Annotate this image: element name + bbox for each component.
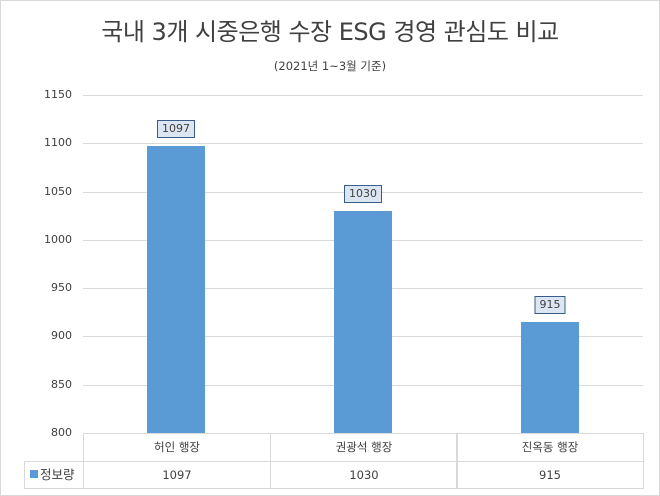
legend-label: 정보량: [40, 467, 75, 482]
y-axis-tick-label: 1000: [44, 233, 72, 246]
data-label: 915: [534, 296, 566, 314]
legend-entry: 정보량: [24, 461, 84, 489]
gridline: [83, 95, 643, 96]
category-label: 허인 행장: [83, 433, 271, 462]
bar: [334, 211, 392, 433]
legend-swatch-icon: [30, 470, 38, 478]
data-label: 1030: [344, 185, 382, 203]
y-axis-tick-label: 850: [51, 378, 72, 391]
data-table-value: 1097: [83, 461, 271, 489]
y-axis-tick-label: 950: [51, 281, 72, 294]
y-axis-tick-label: 1150: [44, 88, 72, 101]
y-axis-tick-label: 1050: [44, 185, 72, 198]
category-label: 권광석 행장: [270, 433, 458, 462]
bar: [521, 322, 579, 433]
data-table-value: 1030: [270, 461, 458, 489]
chart-title: 국내 3개 시중은행 수장 ESG 경영 관심도 비교: [101, 18, 559, 46]
category-label: 진옥동 행장: [456, 433, 644, 462]
y-axis-tick-label: 1100: [44, 136, 72, 149]
data-table-value: 915: [456, 461, 644, 489]
gridline: [83, 143, 643, 144]
y-axis-tick-label: 900: [51, 329, 72, 342]
bar: [147, 146, 205, 433]
data-label: 1097: [157, 120, 195, 138]
chart-subtitle: (2021년 1~3월 기준): [273, 59, 387, 73]
y-axis-tick-label: 800: [51, 426, 72, 439]
